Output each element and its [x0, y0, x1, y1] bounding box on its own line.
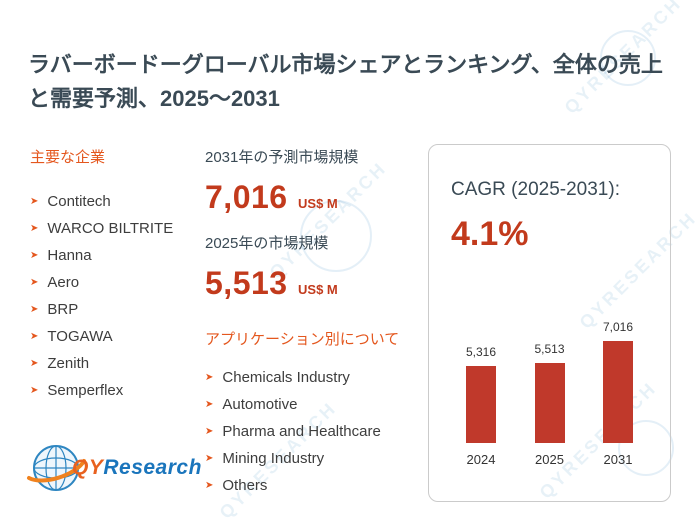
- bar-value-label: 7,016: [602, 320, 634, 334]
- forecast-2031-value: 7,016 US$ M: [205, 179, 423, 216]
- application-item-label: Pharma and Healthcare: [222, 423, 381, 440]
- cagr-label: CAGR (2025-2031):: [451, 179, 620, 200]
- bar-category-label: 2025: [535, 452, 564, 467]
- bullet-arrow-icon: ➤: [30, 276, 39, 288]
- bullet-arrow-icon: ➤: [30, 357, 39, 369]
- bullet-arrow-icon: ➤: [30, 330, 39, 342]
- forecast-2031-label: 2031年の予測市場規模: [205, 149, 359, 166]
- bar-category-label: 2031: [603, 452, 633, 467]
- cagr-value: 4.1%: [451, 215, 529, 253]
- company-item-label: BRP: [47, 301, 79, 318]
- globe-icon: [27, 445, 86, 491]
- market-2025-value: 5,513 US$ M: [205, 265, 423, 302]
- company-item-label: Aero: [47, 274, 80, 291]
- applications-heading: アプリケーション別について: [205, 331, 400, 348]
- application-item: ➤ Automotive: [205, 396, 423, 413]
- bar-value-label: 5,316: [465, 345, 497, 359]
- application-item-label: Others: [222, 477, 268, 494]
- market-2025-number: 5,513: [205, 265, 288, 301]
- bullet-arrow-icon: ➤: [30, 303, 39, 315]
- bullet-arrow-icon: ➤: [30, 384, 39, 396]
- bullet-arrow-icon: ➤: [205, 425, 214, 437]
- bullet-arrow-icon: ➤: [30, 249, 39, 261]
- company-item: ➤ Hanna: [30, 247, 202, 264]
- company-item-label: Zenith: [47, 355, 90, 372]
- bullet-arrow-icon: ➤: [205, 371, 214, 383]
- application-item: ➤ Pharma and Healthcare: [205, 423, 423, 440]
- bullet-arrow-icon: ➤: [205, 398, 214, 410]
- bar-group-2025: 5,513 2025: [522, 342, 578, 467]
- applications-list: ➤ Chemicals Industry ➤ Automotive ➤ Pharma an…: [205, 369, 423, 494]
- bullet-arrow-icon: ➤: [30, 195, 39, 207]
- bar: [534, 363, 565, 443]
- key-companies-heading: 主要な企業: [30, 149, 106, 166]
- bullet-arrow-icon: ➤: [30, 222, 39, 234]
- cagr-chart-card: CAGR (2025-2031): 4.1% 5,316 2024 5,513 202…: [428, 144, 671, 502]
- company-item-label: Semperflex: [47, 382, 124, 399]
- bar-group-2024: 5,316 2024: [453, 345, 509, 467]
- bar: [603, 341, 633, 443]
- company-item: ➤ Semperflex: [30, 382, 202, 399]
- application-item: ➤ Chemicals Industry: [205, 369, 423, 386]
- bullet-arrow-icon: ➤: [205, 452, 214, 464]
- page-title: ラバーボードーグローバル市場シェアとランキング、全体の売上と需要予測、2025～…: [28, 52, 663, 112]
- application-item-label: Chemicals Industry: [222, 369, 350, 386]
- company-item: ➤ TOGAWA: [30, 328, 202, 345]
- key-companies-section: 主要な企業 ➤ Contitech ➤ WARCO BILTRITE ➤ Hanna ➤ Ae…: [30, 146, 202, 409]
- company-item: ➤ BRP: [30, 301, 202, 318]
- application-item: ➤ Others: [205, 477, 423, 494]
- company-item: ➤ Aero: [30, 274, 202, 291]
- forecast-2031-unit: US$ M: [298, 196, 338, 211]
- application-item: ➤ Mining Industry: [205, 450, 423, 467]
- company-item-label: WARCO BILTRITE: [47, 220, 174, 237]
- company-item-label: TOGAWA: [47, 328, 113, 345]
- logo-text-research: Research: [103, 456, 202, 479]
- company-item-label: Contitech: [47, 193, 111, 210]
- company-item: ➤ Contitech: [30, 193, 202, 210]
- logo-text: QYResearch: [72, 456, 202, 480]
- company-item: ➤ WARCO BILTRITE: [30, 220, 202, 237]
- bar: [466, 366, 496, 443]
- qyresearch-logo: QYResearch: [24, 436, 202, 500]
- bar-chart: 5,316 2024 5,513 2025 7,016 2031: [453, 320, 646, 467]
- forecast-2031-number: 7,016: [205, 179, 288, 215]
- bullet-arrow-icon: ➤: [205, 479, 214, 491]
- logo-text-qy: QY: [72, 456, 104, 479]
- market-stats-section: 2031年の予測市場規模 7,016 US$ M 2025年の市場規模 5,51…: [205, 146, 423, 504]
- market-2025-label: 2025年の市場規模: [205, 235, 329, 252]
- company-item: ➤ Zenith: [30, 355, 202, 372]
- market-2025-unit: US$ M: [298, 282, 338, 297]
- application-item-label: Mining Industry: [222, 450, 325, 467]
- bar-group-2031: 7,016 2031: [590, 320, 646, 467]
- company-item-label: Hanna: [47, 247, 92, 264]
- bar-category-label: 2024: [466, 452, 496, 467]
- bar-value-label: 5,513: [534, 342, 565, 356]
- companies-list: ➤ Contitech ➤ WARCO BILTRITE ➤ Hanna ➤ Aero ➤ BRP…: [30, 193, 202, 399]
- application-item-label: Automotive: [222, 396, 298, 413]
